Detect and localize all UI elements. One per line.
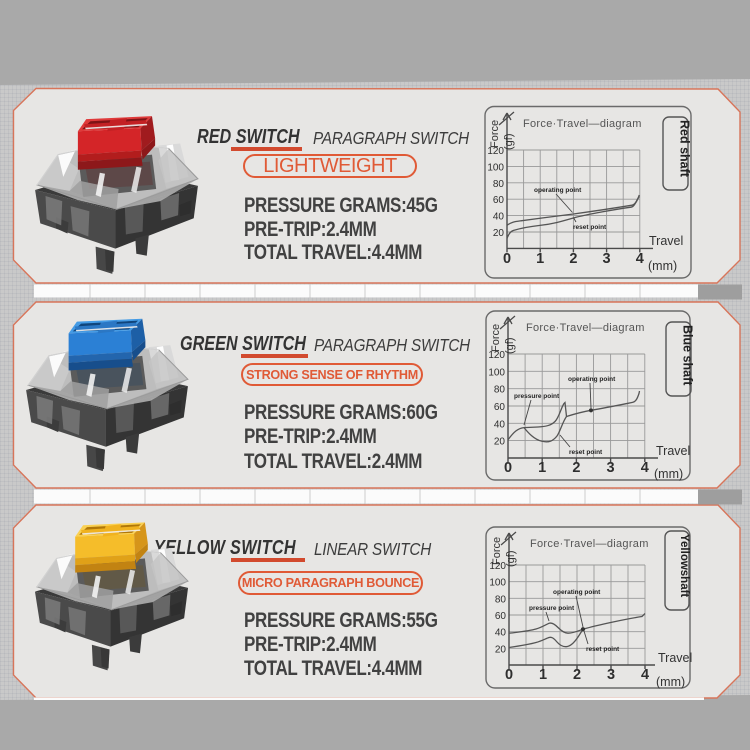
- svg-text:operating point: operating point: [534, 187, 582, 194]
- svg-text:2: 2: [573, 667, 581, 683]
- svg-text:0: 0: [505, 667, 513, 683]
- svg-text:0: 0: [503, 251, 511, 267]
- svg-text:80: 80: [493, 179, 505, 190]
- svg-text:Force·Travel—diagram: Force·Travel—diagram: [530, 538, 649, 550]
- svg-text:Yellowshaft: Yellowshaft: [678, 534, 690, 597]
- svg-text:4: 4: [636, 251, 644, 267]
- svg-text:(mm): (mm): [648, 259, 677, 273]
- svg-text:3: 3: [603, 251, 611, 267]
- svg-text:Blue shaft: Blue shaft: [681, 325, 695, 386]
- svg-text:40: 40: [494, 419, 506, 430]
- svg-text:120: 120: [488, 350, 505, 361]
- svg-text:0: 0: [504, 460, 512, 476]
- svg-text:100: 100: [487, 162, 504, 173]
- svg-text:Force·Travel—diagram: Force·Travel—diagram: [523, 118, 642, 130]
- svg-text:20: 20: [494, 437, 506, 448]
- svg-text:120: 120: [487, 146, 504, 157]
- svg-text:1: 1: [536, 251, 544, 267]
- svg-text:operating point: operating point: [568, 376, 616, 383]
- svg-text:(mm): (mm): [656, 675, 685, 689]
- svg-text:100: 100: [488, 367, 505, 378]
- svg-text:Travel: Travel: [656, 444, 690, 458]
- svg-text:Force: Force: [491, 537, 503, 565]
- svg-text:pressure point: pressure point: [529, 605, 575, 612]
- svg-text:80: 80: [494, 385, 506, 396]
- svg-text:60: 60: [494, 402, 506, 413]
- svg-text:Red shaft: Red shaft: [678, 120, 692, 178]
- svg-text:(gf): (gf): [503, 134, 515, 151]
- svg-text:1: 1: [539, 667, 547, 683]
- svg-text:4: 4: [641, 667, 649, 683]
- svg-text:Travel: Travel: [649, 234, 683, 248]
- svg-text:20: 20: [493, 228, 505, 239]
- svg-text:pressure point: pressure point: [514, 393, 560, 400]
- svg-text:Travel: Travel: [658, 651, 692, 665]
- svg-text:40: 40: [495, 628, 507, 639]
- svg-text:3: 3: [607, 667, 615, 683]
- svg-text:(gf): (gf): [505, 551, 517, 568]
- svg-text:reset point: reset point: [586, 646, 620, 653]
- svg-text:2: 2: [572, 460, 580, 476]
- svg-text:3: 3: [607, 460, 615, 476]
- svg-text:Force·Travel—diagram: Force·Travel—diagram: [526, 322, 645, 334]
- svg-text:4: 4: [641, 460, 649, 476]
- svg-text:operating point: operating point: [553, 589, 601, 596]
- svg-text:Force: Force: [489, 120, 501, 148]
- svg-text:2: 2: [569, 251, 577, 267]
- svg-text:Force: Force: [490, 324, 502, 352]
- svg-text:100: 100: [489, 578, 506, 589]
- svg-text:(mm): (mm): [654, 467, 683, 481]
- svg-text:120: 120: [489, 561, 506, 572]
- svg-text:(gf): (gf): [504, 338, 516, 355]
- svg-text:reset point: reset point: [573, 224, 607, 231]
- svg-text:40: 40: [493, 212, 505, 223]
- svg-text:60: 60: [495, 611, 507, 622]
- svg-text:1: 1: [538, 460, 546, 476]
- svg-text:60: 60: [493, 195, 505, 206]
- svg-text:reset point: reset point: [569, 449, 603, 456]
- svg-text:20: 20: [495, 644, 507, 655]
- svg-text:80: 80: [495, 594, 507, 605]
